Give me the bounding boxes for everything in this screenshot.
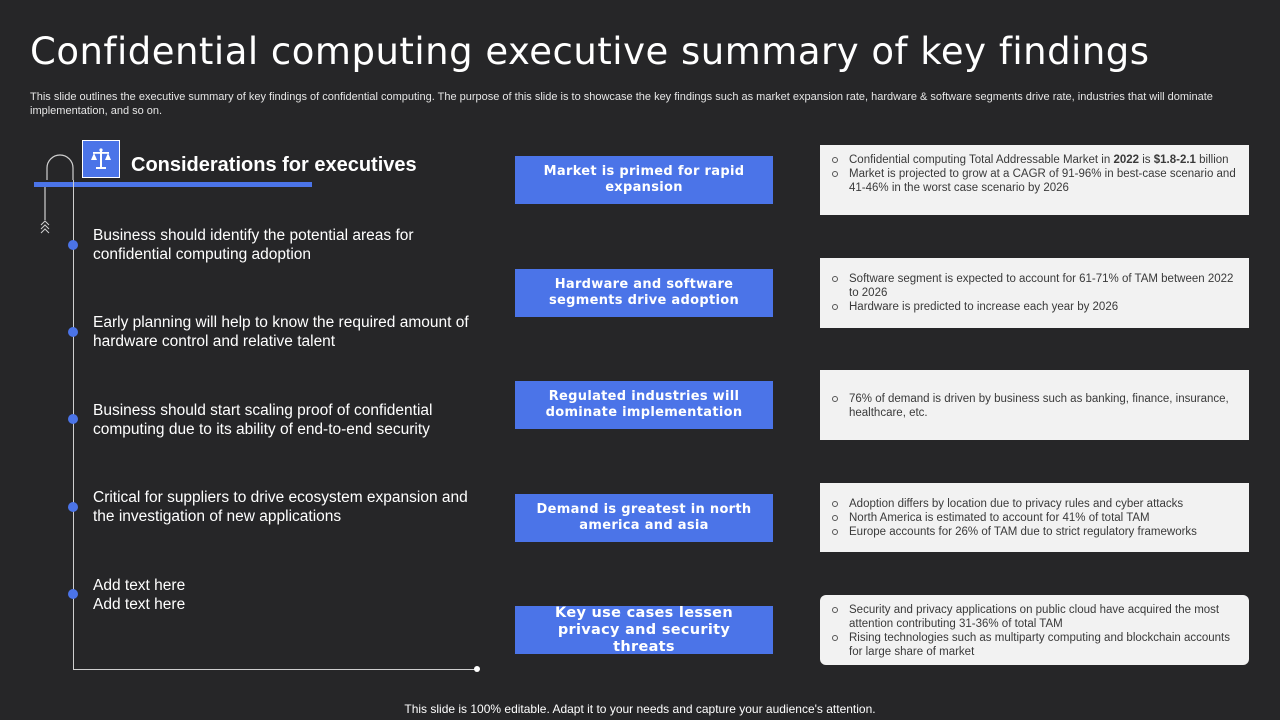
finding-detail-industries: 76% of demand is driven by business such…	[820, 370, 1249, 440]
timeline-dot	[68, 327, 78, 337]
detail-bullet: Rising technologies such as multiparty c…	[830, 631, 1239, 659]
finding-label-regions: Demand is greatest in north america and …	[515, 494, 773, 542]
detail-bullet: Adoption differs by location due to priv…	[830, 497, 1239, 511]
timeline-dot	[68, 589, 78, 599]
heading-underline	[34, 182, 312, 187]
scales-icon	[91, 148, 111, 169]
timeline-end-dot	[474, 666, 480, 672]
finding-label-industries: Regulated industries will dominate imple…	[515, 381, 773, 429]
slide-subtitle: This slide outlines the executive summar…	[30, 91, 1213, 117]
consideration-item: Add text here Add text here	[93, 577, 186, 613]
detail-bullet: Market is projected to grow at a CAGR of…	[830, 167, 1239, 195]
detail-bullet: Software segment is expected to account …	[830, 272, 1239, 300]
finding-label-segments: Hardware and software segments drive ado…	[515, 269, 773, 317]
timeline-line	[73, 180, 74, 670]
finding-label-market: Market is primed for rapid expansion	[515, 156, 773, 204]
timeline-dot	[68, 240, 78, 250]
slide-footer: This slide is 100% editable. Adapt it to…	[404, 702, 876, 716]
consideration-item: Critical for suppliers to drive ecosyste…	[93, 489, 468, 525]
consideration-item: Business should identify the potential a…	[93, 227, 414, 263]
finding-detail-segments: Software segment is expected to account …	[820, 258, 1249, 328]
detail-bullet: Europe accounts for 26% of TAM due to st…	[830, 525, 1239, 539]
detail-bullet: Security and privacy applications on pub…	[830, 603, 1239, 631]
timeline-dot	[68, 414, 78, 424]
finding-detail-regions: Adoption differs by location due to priv…	[820, 483, 1249, 552]
consideration-item: Early planning will help to know the req…	[93, 314, 469, 350]
hook-icon	[40, 154, 74, 234]
finding-detail-market: Confidential computing Total Addressable…	[820, 145, 1249, 215]
slide-title: Confidential computing executive summary…	[30, 30, 1150, 73]
detail-bullet: Confidential computing Total Addressable…	[830, 153, 1239, 167]
detail-bullet: North America is estimated to account fo…	[830, 511, 1239, 525]
finding-detail-use-cases: Security and privacy applications on pub…	[820, 595, 1249, 665]
considerations-heading: Considerations for executives	[131, 154, 417, 176]
detail-bullet: 76% of demand is driven by business such…	[830, 392, 1239, 420]
timeline-baseline	[73, 669, 477, 670]
timeline-dot	[68, 502, 78, 512]
consideration-item: Business should start scaling proof of c…	[93, 402, 433, 438]
detail-bullet: Hardware is predicted to increase each y…	[830, 300, 1239, 314]
scales-icon-box	[82, 140, 120, 178]
finding-label-use-cases: Key use cases lessen privacy and securit…	[515, 605, 773, 655]
